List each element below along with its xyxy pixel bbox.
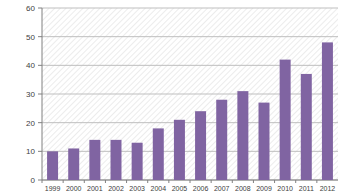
- x-tick: [42, 180, 43, 183]
- y-tick-label: 40: [26, 61, 35, 70]
- bar: [195, 111, 206, 180]
- bar: [216, 100, 227, 180]
- x-tick-label: 2001: [87, 185, 103, 192]
- plot-background: [42, 8, 338, 180]
- x-tick: [63, 180, 64, 183]
- y-tick-label: 60: [26, 4, 35, 13]
- bar: [322, 42, 333, 180]
- y-tick: [38, 180, 42, 181]
- x-tick-label: 2004: [150, 185, 166, 192]
- x-tick-label: 2005: [172, 185, 188, 192]
- grid-line: [42, 151, 338, 152]
- y-tick-label: 20: [26, 119, 35, 128]
- bars: [47, 42, 333, 180]
- x-tick-label: 1999: [45, 185, 61, 192]
- grid-line: [42, 94, 338, 95]
- x-tick: [211, 180, 212, 183]
- x-tick-label: 2008: [235, 185, 251, 192]
- bar: [89, 140, 100, 180]
- x-tick-label: 2003: [129, 185, 145, 192]
- bar: [47, 151, 58, 180]
- x-tick: [168, 180, 169, 183]
- grid-line: [42, 8, 338, 9]
- chart-svg: 0 10 20 30 40 50 60 1999 2000 2001 2002 2003 2004 200…: [0, 0, 343, 195]
- bar: [153, 128, 164, 180]
- x-tick: [316, 180, 317, 183]
- x-tick: [253, 180, 254, 183]
- y-tick: [38, 94, 42, 95]
- y-tick: [38, 8, 42, 9]
- grid-line: [42, 36, 338, 37]
- bar: [132, 143, 143, 180]
- x-tick-label: 2010: [277, 185, 293, 192]
- y-tick-label: 10: [26, 147, 35, 156]
- x-tick-label: 2007: [214, 185, 230, 192]
- y-tick-label: 0: [31, 176, 36, 185]
- grid-line: [42, 65, 338, 66]
- bar: [280, 60, 291, 180]
- x-tick: [84, 180, 85, 183]
- bar: [301, 74, 312, 180]
- y-tick-label: 50: [26, 33, 35, 42]
- x-tick-label: 2002: [108, 185, 124, 192]
- x-tick-label: 2009: [256, 185, 272, 192]
- y-tick: [38, 65, 42, 66]
- x-tick-label: 2006: [193, 185, 209, 192]
- bar: [174, 120, 185, 180]
- bar: [111, 140, 122, 180]
- y-tick: [38, 122, 42, 123]
- y-tick: [38, 36, 42, 37]
- bar: [259, 103, 270, 180]
- grid-line: [42, 122, 338, 123]
- x-tick: [232, 180, 233, 183]
- x-tick: [274, 180, 275, 183]
- chart-container: 0 10 20 30 40 50 60 1999 2000 2001 2002 2003 2004 200…: [0, 0, 343, 195]
- x-tick: [190, 180, 191, 183]
- bar: [68, 148, 79, 180]
- y-axis: [42, 8, 43, 180]
- x-tick: [105, 180, 106, 183]
- x-tick: [126, 180, 127, 183]
- x-tick: [147, 180, 148, 183]
- x-tick-label: 2000: [66, 185, 82, 192]
- x-tick-label: 2012: [320, 185, 336, 192]
- y-tick: [38, 151, 42, 152]
- y-tick-label: 30: [26, 90, 35, 99]
- bar: [237, 91, 248, 180]
- x-tick: [295, 180, 296, 183]
- x-tick-label: 2011: [299, 185, 314, 192]
